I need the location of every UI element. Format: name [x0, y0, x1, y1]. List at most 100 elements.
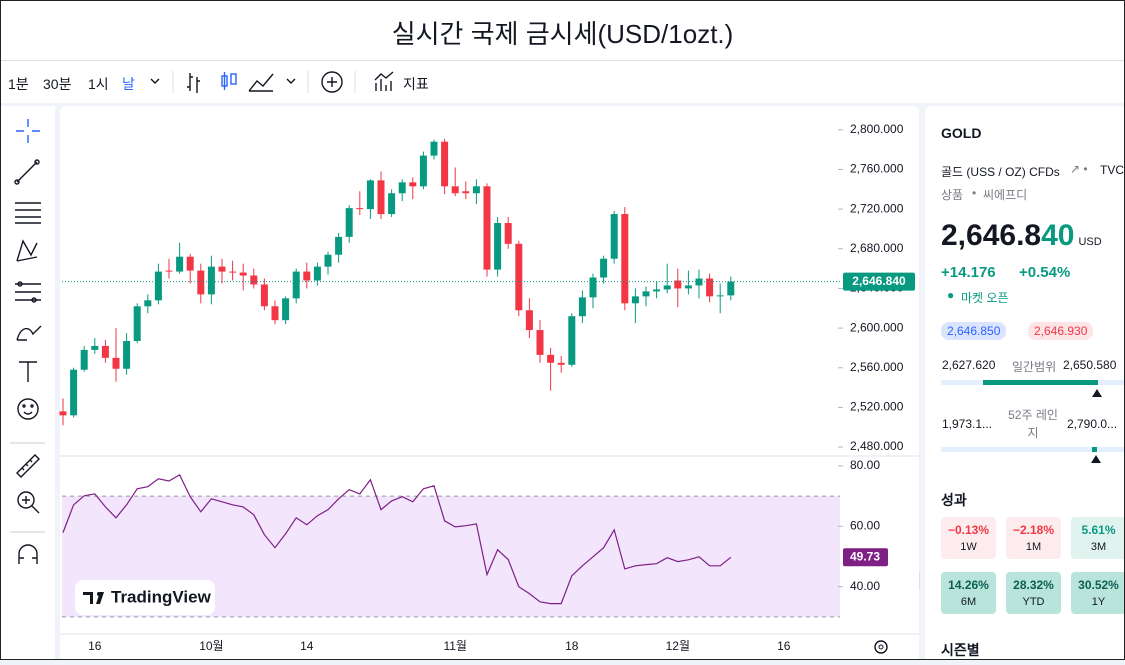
- market-status: 마켓 오픈: [961, 291, 1009, 305]
- candle-body: [536, 330, 544, 355]
- y-tick-label: 2,560.000: [850, 360, 904, 374]
- candle-body: [515, 243, 523, 311]
- candle-body: [631, 296, 639, 304]
- candle-body: [176, 256, 184, 272]
- performance-period: 1W: [960, 541, 977, 553]
- year-range-fill: [1092, 447, 1097, 452]
- performance-period: 1Y: [1091, 596, 1106, 608]
- candle-body: [218, 266, 226, 272]
- candle-body: [716, 295, 724, 297]
- interval-button[interactable]: 1시: [88, 76, 109, 92]
- candle-body: [684, 285, 692, 289]
- candle-body: [59, 411, 67, 416]
- y-tick-label: 2,520.000: [850, 400, 904, 414]
- x-tick-label: 16: [777, 639, 791, 653]
- performance-value: −0.13%: [947, 523, 990, 537]
- y-tick-label: 80.00: [850, 458, 880, 472]
- price-tag: [843, 272, 915, 291]
- candle-body: [398, 182, 406, 194]
- day-high: 2,650.580: [1063, 358, 1117, 372]
- candle-body: [663, 285, 671, 290]
- rsi-tag: [843, 548, 888, 567]
- candle-body: [186, 256, 194, 271]
- tag: 상품: [941, 188, 964, 202]
- y-tick-label: 2,600.000: [850, 320, 904, 334]
- performance-period: 6M: [960, 596, 977, 608]
- exchange: TVC: [1100, 163, 1124, 177]
- interval-button[interactable]: 30분: [43, 76, 72, 92]
- price: 2,646.840 USD: [941, 219, 1102, 253]
- candle-body: [642, 291, 650, 297]
- candle-body: [600, 258, 608, 278]
- bid: 2,646.850: [941, 322, 1007, 340]
- candle-body: [610, 214, 618, 259]
- candle-body: [356, 208, 364, 210]
- candle-body: [706, 278, 714, 297]
- candle-body: [557, 362, 565, 365]
- settings-icon[interactable]: [874, 640, 888, 654]
- x-tick-label: 10월: [199, 639, 223, 653]
- interval-button[interactable]: 날: [122, 76, 135, 92]
- drawing-tools: [0, 106, 55, 660]
- toolbar-icons: [150, 71, 394, 93]
- performance-period: 1M: [1025, 541, 1042, 553]
- candle-body: [197, 270, 205, 295]
- seasonal-title: 시즌별: [941, 642, 980, 658]
- performance-cell: −0.13% 1W: [941, 517, 996, 559]
- candle-body: [313, 266, 321, 281]
- candle-body: [504, 223, 512, 244]
- interval-button[interactable]: 1분: [8, 76, 29, 92]
- candle-body: [335, 236, 343, 255]
- y-tick-label: 2,760.000: [850, 162, 904, 176]
- candle-body: [377, 180, 385, 215]
- performance-value: 5.61%: [1081, 523, 1116, 537]
- x-tick-label: 16: [88, 639, 102, 653]
- year-range-label: 52주 레인지: [1008, 408, 1058, 440]
- candle-body: [282, 298, 290, 321]
- status-dot: ●: [947, 288, 955, 302]
- candle-body: [472, 186, 480, 194]
- performance-cell: 14.26% 6M: [941, 572, 996, 614]
- candle-body: [70, 369, 78, 416]
- candle-body: [91, 345, 99, 350]
- candle-body: [568, 316, 576, 365]
- change-percent: +0.54%: [1019, 264, 1071, 281]
- candle-body: [292, 271, 300, 299]
- tag-separator: •: [972, 186, 977, 200]
- page-title: 실시간 국제 금시세(USD/1ozt.): [391, 19, 734, 49]
- candle-body: [674, 280, 682, 289]
- x-tick-label: 18: [565, 639, 579, 653]
- price-main: 2,646.8: [941, 219, 1042, 252]
- external-link[interactable]: ↗ •: [1070, 162, 1088, 176]
- symbol-sidebar: GOLD 골드 (USS / OZ) CFDs ↗ • TVC 상품 • 씨에프…: [925, 106, 1125, 660]
- price-tag-label: 2,646.840: [852, 274, 906, 288]
- price-tail: 40: [1041, 219, 1075, 252]
- performance-period: YTD: [1022, 596, 1045, 608]
- candle-body: [271, 306, 279, 321]
- candle-body: [144, 300, 152, 307]
- candle-body: [207, 266, 215, 295]
- year-range-track: [941, 447, 1125, 452]
- candle-body: [345, 208, 353, 237]
- candle-body: [653, 289, 661, 292]
- candle-body: [462, 191, 470, 194]
- performance-period: 3M: [1090, 541, 1107, 553]
- day-range-marker: [1092, 389, 1102, 397]
- candle-body: [260, 284, 268, 307]
- y-tick-label: 2,680.000: [850, 241, 904, 255]
- candle-body: [430, 141, 438, 156]
- indicators-button[interactable]: 지표: [403, 76, 429, 92]
- candle-body: [101, 345, 109, 358]
- tool-icons[interactable]: [0, 106, 55, 660]
- performance-value: 14.26%: [948, 578, 989, 592]
- candle-body: [165, 270, 173, 272]
- candle-body: [250, 275, 258, 285]
- y-tick-label: 2,720.000: [850, 201, 904, 215]
- candle-body: [589, 277, 597, 298]
- chart: 2,480.000 2,520.000 2,560.000 2,600.000 2,64…: [59, 122, 920, 654]
- performance-cell: 30.52% 1Y: [1071, 572, 1125, 614]
- candle-body: [419, 155, 427, 187]
- x-tick-label: 12월: [666, 639, 690, 653]
- rsi-tag-label: 49.73: [850, 549, 880, 563]
